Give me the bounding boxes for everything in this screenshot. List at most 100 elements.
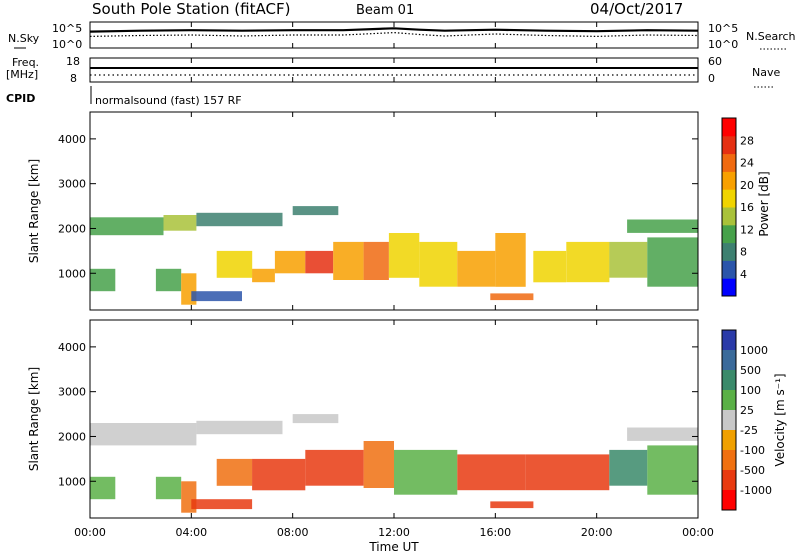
data-cell bbox=[363, 241, 389, 280]
freq-label-line1: Freq. bbox=[12, 56, 39, 69]
data-cell bbox=[609, 241, 648, 278]
power-colorbar-tick: 12 bbox=[740, 223, 754, 236]
velocity-colorbar-segment bbox=[722, 390, 736, 411]
y-tick-label: 2000 bbox=[58, 222, 86, 235]
data-cell bbox=[495, 233, 526, 287]
power-colorbar-segment bbox=[722, 242, 736, 261]
freq-panel: Freq. [MHz] 18 8 60 0 Nave bbox=[6, 55, 780, 104]
velocity-colorbar-segment bbox=[722, 370, 736, 391]
power-colorbar-segment bbox=[722, 189, 736, 208]
data-cell bbox=[419, 241, 458, 287]
data-cell bbox=[155, 268, 182, 292]
power-yticks-group: 1000 2000 3000 4000 bbox=[58, 133, 698, 280]
power-colorbar-tick: 24 bbox=[740, 157, 754, 170]
velocity-colorbar-segment bbox=[722, 330, 736, 351]
x-axis-ticks: 00:00 04:00 08:00 12:00 16:00 20:00 00:00 bbox=[74, 22, 714, 539]
data-cell bbox=[647, 237, 698, 287]
nsky-tick-bottom: 10^0 bbox=[52, 38, 82, 51]
data-cell bbox=[191, 499, 253, 510]
power-ylabel: Slant Range [km] bbox=[27, 159, 41, 263]
data-cell bbox=[627, 427, 698, 441]
beam-label: Beam 01 bbox=[356, 3, 415, 18]
power-colorbar: 28 24 20 16 12 8 4 bbox=[721, 117, 754, 297]
power-colorbar-segment bbox=[722, 171, 736, 190]
data-cell bbox=[90, 217, 164, 236]
nsearch-tick-bottom: 10^0 bbox=[708, 38, 738, 51]
data-cell bbox=[533, 250, 567, 283]
velocity-colorbar-tick: -100 bbox=[740, 444, 765, 457]
data-cell bbox=[90, 476, 116, 500]
data-cell bbox=[90, 268, 116, 292]
data-cell bbox=[609, 449, 648, 486]
velocity-cells-group bbox=[90, 414, 698, 513]
nave-tick-top: 60 bbox=[708, 55, 722, 68]
velocity-colorbar-segment bbox=[722, 430, 736, 451]
data-cell bbox=[333, 241, 364, 280]
power-colorbar-frame bbox=[721, 117, 737, 297]
velocity-colorbar-tick: 100 bbox=[740, 384, 761, 397]
power-colorbar-segment bbox=[722, 207, 736, 226]
data-cell bbox=[363, 441, 394, 488]
velocity-yticks-group: 1000 2000 3000 4000 bbox=[58, 341, 698, 488]
x-axis-label: Time UT bbox=[368, 540, 419, 554]
y-tick-label: 3000 bbox=[58, 178, 86, 191]
cpid-text: normalsound (fast) 157 RF bbox=[95, 94, 242, 107]
nsky-label: N.Sky bbox=[8, 32, 40, 45]
data-cell bbox=[647, 445, 698, 495]
data-cell bbox=[566, 241, 610, 283]
x-tick-label: 00:00 bbox=[682, 526, 714, 539]
cpid-label: CPID bbox=[6, 92, 36, 105]
nsky-tick-top: 10^5 bbox=[52, 22, 82, 35]
power-colorbar-tick: 20 bbox=[740, 179, 754, 192]
x-tick-label: 08:00 bbox=[277, 526, 309, 539]
nsearch-label: N.Search bbox=[746, 30, 796, 43]
y-tick-label: 1000 bbox=[58, 267, 86, 280]
data-cell bbox=[305, 449, 364, 486]
power-colorbar-segment bbox=[722, 135, 736, 155]
velocity-colorbar-tick: -1000 bbox=[740, 484, 772, 497]
velocity-colorbar-segment bbox=[722, 410, 736, 431]
data-cell bbox=[216, 250, 253, 278]
velocity-colorbar-segment bbox=[722, 490, 736, 511]
velocity-colorbar-tick: -25 bbox=[740, 424, 758, 437]
power-colorbar-tick: 4 bbox=[740, 268, 747, 281]
data-cell bbox=[490, 293, 534, 301]
nsky-series-group bbox=[89, 27, 699, 38]
data-cell bbox=[196, 212, 283, 227]
x-tick-label: 12:00 bbox=[378, 526, 410, 539]
series-nsearch bbox=[89, 31, 699, 38]
x-tick-label: 16:00 bbox=[479, 526, 511, 539]
data-cell bbox=[90, 423, 197, 446]
data-cell bbox=[627, 219, 698, 233]
y-tick-label: 2000 bbox=[58, 430, 86, 443]
data-cell bbox=[252, 268, 275, 283]
power-colorbar-tick: 16 bbox=[740, 201, 754, 214]
velocity-colorbar-frame bbox=[721, 329, 737, 511]
data-cell bbox=[457, 250, 496, 287]
velocity-colorbar-segment bbox=[722, 470, 736, 491]
series-nsky bbox=[89, 27, 699, 33]
power-colorbar-segment bbox=[722, 224, 736, 244]
power-cells-group bbox=[90, 206, 698, 305]
power-colorbar-segment bbox=[722, 118, 736, 137]
velocity-colorbar-tick: 25 bbox=[740, 404, 754, 417]
data-cell bbox=[274, 250, 306, 274]
data-cell bbox=[394, 449, 458, 495]
y-tick-label: 3000 bbox=[58, 386, 86, 399]
nsearch-tick-top: 10^5 bbox=[708, 22, 738, 35]
data-cell bbox=[388, 233, 420, 278]
x-tick-label: 20:00 bbox=[581, 526, 613, 539]
power-cbar-label: Power [dB] bbox=[757, 171, 771, 236]
freq-tick-top: 18 bbox=[66, 55, 80, 68]
data-cell bbox=[292, 206, 339, 216]
date-label: 04/Oct/2017 bbox=[590, 0, 684, 18]
x-tick-label: 00:00 bbox=[74, 526, 106, 539]
power-colorbar-segment bbox=[722, 153, 736, 172]
velocity-colorbar-tick: 500 bbox=[740, 364, 761, 377]
power-colorbar-segment bbox=[722, 278, 736, 297]
x-tick-label: 04:00 bbox=[175, 526, 207, 539]
data-cell bbox=[155, 476, 182, 500]
data-cell bbox=[457, 454, 526, 491]
power-colorbar-tick: 8 bbox=[740, 246, 747, 259]
